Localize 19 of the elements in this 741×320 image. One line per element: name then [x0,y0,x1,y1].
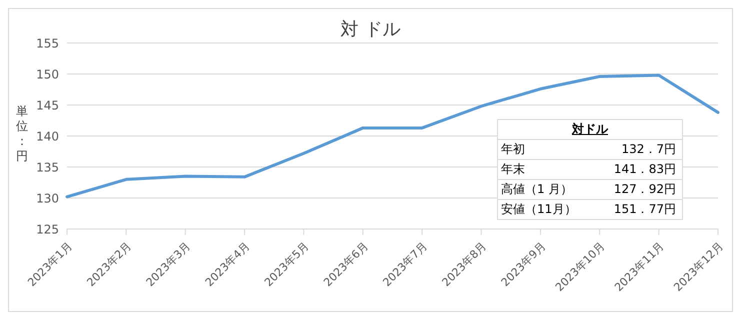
chart-title: 対 ドル [340,19,400,40]
y-axis-title: 単位：円 [15,104,29,164]
annotation: 151．77円 [614,202,676,217]
y-tick-label: 125 [36,222,59,236]
annotation: 127．92円 [614,182,676,197]
annotation: 対ドル [498,120,682,140]
annotation: 141．83円 [614,162,676,177]
y-tick-label: 135 [36,160,59,174]
annotation: 安値（11月） [501,202,576,217]
line-series [66,74,720,198]
y-tick-label: 155 [36,36,59,50]
annotation: 年末 [501,162,525,177]
y-tick-label: 145 [36,98,59,112]
annotation: 高値（1 月） [501,182,572,197]
annotation: 132．7円 [621,142,676,157]
y-tick-label: 150 [36,67,59,82]
y-tick-label: 140 [36,129,59,144]
annotation: 年初 [501,142,525,157]
y-tick-label: 130 [36,191,59,206]
